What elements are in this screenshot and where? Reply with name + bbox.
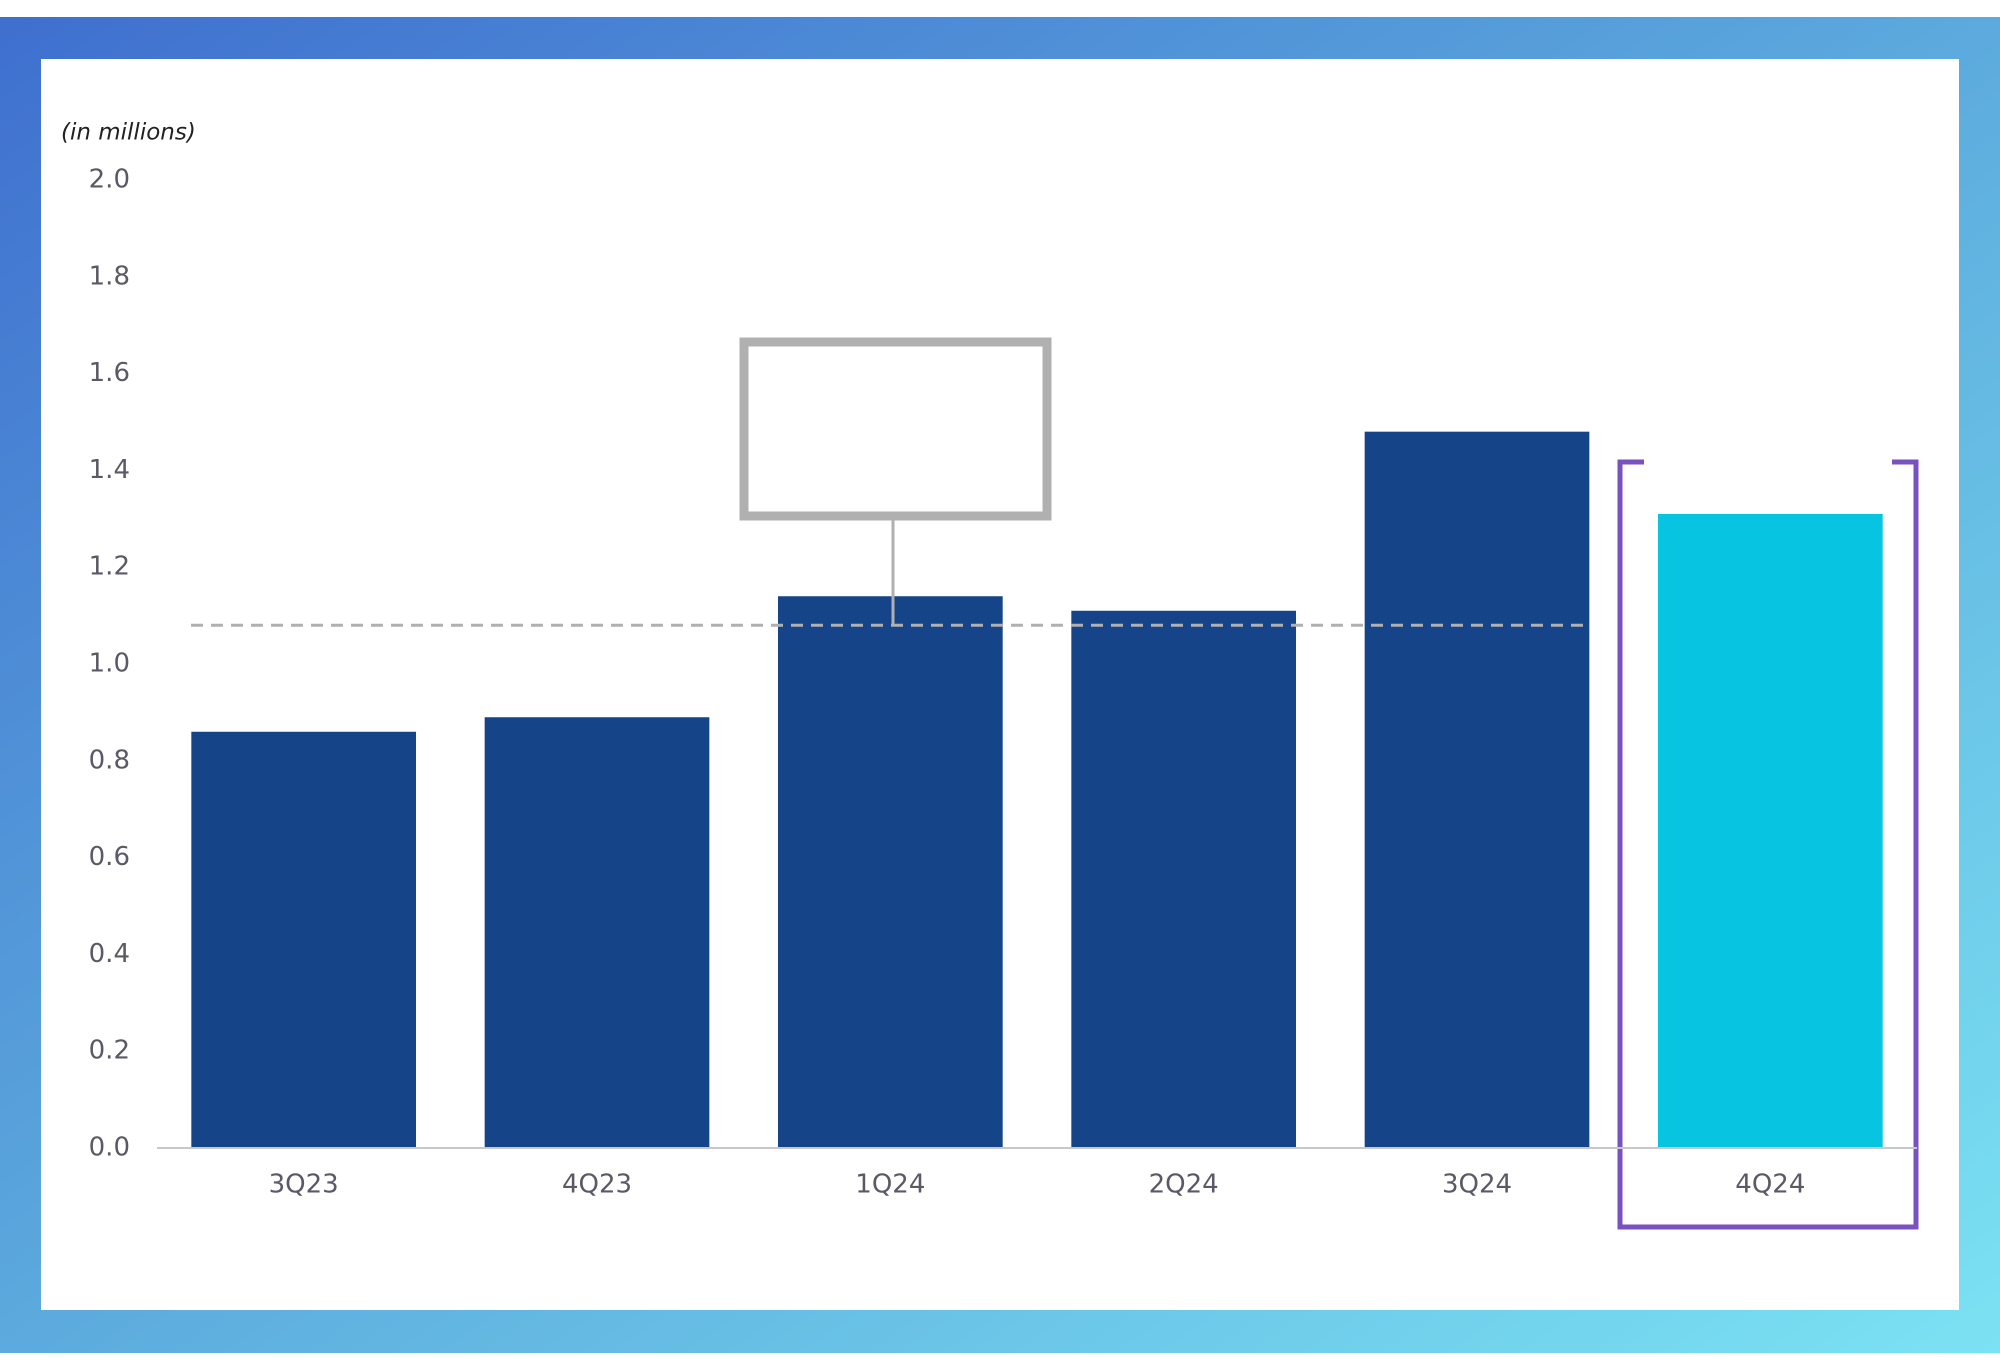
y-tick-label: 0.2 (89, 1036, 130, 1066)
x-tick-label: 3Q23 (269, 1170, 339, 1200)
y-tick-label: 1.2 (89, 552, 130, 582)
y-tick-label: 1.0 (89, 649, 130, 679)
y-tick-label: 1.8 (89, 261, 130, 291)
bar (191, 731, 417, 1148)
callout-box (739, 337, 1052, 521)
x-tick-label: 3Q24 (1442, 1170, 1512, 1200)
y-tick-label: 2.0 (89, 165, 130, 195)
y-tick-label: 1.6 (89, 358, 130, 388)
y-tick-label: 0.0 (89, 1133, 130, 1163)
highlight-bracket (1617, 459, 1919, 1230)
y-tick-label: 0.8 (89, 745, 130, 775)
x-tick-label: 2Q24 (1149, 1170, 1219, 1200)
y-tick-label: 0.4 (89, 939, 130, 969)
x-tick-label: 4Q24 (1735, 1170, 1805, 1200)
y-axis-label: (in millions) (61, 120, 196, 146)
bar (777, 596, 1003, 1148)
y-tick-label: 1.4 (89, 455, 130, 485)
x-tick-label: 1Q24 (855, 1170, 925, 1200)
bar (1657, 513, 1883, 1148)
bar (484, 717, 710, 1148)
y-tick-label: 0.6 (89, 842, 130, 872)
bar (1071, 610, 1297, 1148)
bar (1364, 431, 1590, 1148)
x-tick-label: 4Q23 (562, 1170, 632, 1200)
